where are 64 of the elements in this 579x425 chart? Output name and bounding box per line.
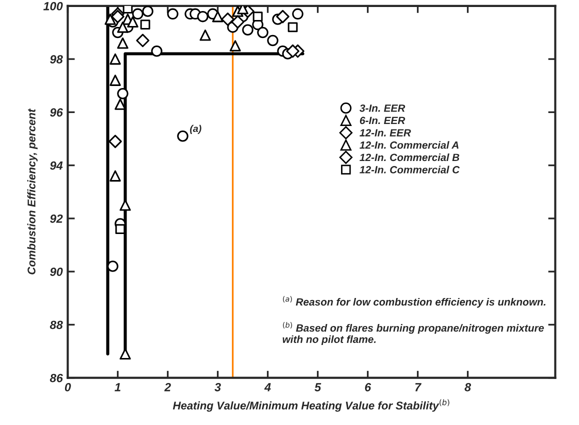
point xyxy=(242,24,254,36)
point xyxy=(127,16,138,28)
point xyxy=(292,8,304,20)
point xyxy=(231,15,244,29)
y-tick-label: 92 xyxy=(50,214,63,223)
y-tick-label: 98 xyxy=(50,55,63,64)
point xyxy=(132,8,144,20)
point xyxy=(110,74,121,86)
x-tick-label: 1 xyxy=(114,383,120,392)
point xyxy=(115,224,126,234)
point xyxy=(104,14,116,25)
point xyxy=(107,260,118,272)
point xyxy=(151,45,162,57)
point xyxy=(117,88,128,100)
point xyxy=(252,12,263,22)
y-tick-label: 94 xyxy=(50,161,63,170)
point xyxy=(120,200,131,211)
annotation: (a) xyxy=(190,124,202,134)
x-tick-label: 3 xyxy=(214,383,221,392)
legend-label: 12-In. Commercial B xyxy=(360,153,460,162)
point xyxy=(167,8,178,20)
y-tick-label: 100 xyxy=(43,2,63,10)
point xyxy=(237,6,248,14)
y-tick-label: 90 xyxy=(50,268,63,276)
point xyxy=(197,10,208,22)
legend-label: 12-In. EER xyxy=(360,129,411,136)
x-tick-label: 8 xyxy=(464,383,472,392)
point xyxy=(230,40,241,52)
point xyxy=(108,134,122,148)
point xyxy=(117,38,128,49)
x-tick-label: 5 xyxy=(314,383,322,392)
point xyxy=(286,44,300,58)
x-tick-label: 4 xyxy=(264,383,271,392)
point xyxy=(110,53,121,65)
point xyxy=(136,34,150,48)
point xyxy=(276,10,290,24)
legend-label: 12-In. Commercial C xyxy=(360,166,460,174)
point xyxy=(267,34,278,46)
point xyxy=(212,10,224,22)
point xyxy=(200,30,211,41)
y-tick-label: 96 xyxy=(50,108,63,117)
annotation: $^{(b)}$ Based on flares burning propane/nitrogen mixture with no pilot flame. xyxy=(282,322,544,346)
point xyxy=(117,22,128,33)
point xyxy=(257,26,268,38)
x-tick-label: 6 xyxy=(365,383,372,392)
point xyxy=(142,6,154,17)
x-tick-label: 2 xyxy=(164,383,171,392)
y-axis-title: Combustion Efficiency, percent xyxy=(27,108,38,274)
point xyxy=(111,10,124,24)
point xyxy=(177,130,188,142)
x-tick-label: 7 xyxy=(415,383,422,392)
y-tick-label: 86 xyxy=(50,374,63,382)
x-axis-title: Heating Value/Minimum Heating Value for Stability$^{(b)}$ xyxy=(172,399,450,412)
y-tick-label: 88 xyxy=(50,320,63,330)
point xyxy=(140,20,150,30)
legend-label: 6-In. EER xyxy=(360,116,406,124)
point xyxy=(122,6,133,14)
point xyxy=(288,22,298,32)
point xyxy=(221,12,234,26)
point xyxy=(110,170,121,182)
legend-label: 12-In. Commercial A xyxy=(360,141,458,149)
x-tick-label: 0 xyxy=(64,383,71,392)
legend-label: 3-In. EER xyxy=(360,104,406,112)
annotation: $^{(a)}$ Reason for low combustion efficiency is unknown. xyxy=(282,296,546,308)
